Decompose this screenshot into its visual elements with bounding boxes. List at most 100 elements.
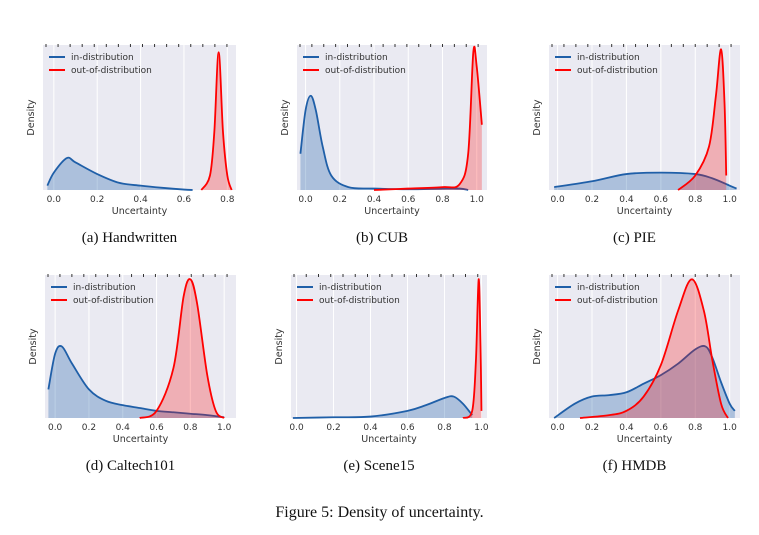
x-axis-label: Uncertainty [364,206,420,217]
subfigure-caption: (c) PIE [613,230,656,246]
x-tick-label: 0.4 [133,195,148,205]
x-tick-label: 0.0 [47,195,62,205]
legend-label: in-distribution [71,53,134,63]
subfigure-caption: (d) Caltech101 [86,458,176,474]
density-area-id [554,172,737,190]
subfigure-caption: (a) Handwritten [82,230,178,246]
legend-label: out-of-distribution [73,296,154,306]
density-area-ood [579,279,728,418]
legend-label: out-of-distribution [319,296,400,306]
subfigure-caption: (e) Scene15 [343,458,414,474]
x-tick-label: 0.8 [183,423,198,433]
legend-label: out-of-distribution [577,66,658,76]
legend-label: in-distribution [577,283,640,293]
x-tick-label: 0.6 [654,423,669,433]
x-tick-label: 0.4 [363,423,378,433]
x-tick-label: 1.0 [470,195,485,205]
chart-panel: 0.0 0.2 0.4 0.6 0.8 1.0 in-distribution out-of-… [28,274,236,474]
density-line-ood [677,48,728,191]
plot-background [45,275,236,418]
density-area-id [47,157,193,190]
y-axis-label: Density [532,99,543,135]
y-axis-label: Density [28,328,39,364]
legend-label: in-distribution [73,283,136,293]
legend-label: out-of-distribution [71,66,152,76]
x-tick-label: 0.2 [326,423,340,433]
y-axis-label: Density [26,99,37,135]
legend-label: in-distribution [577,53,640,63]
x-tick-label: 1.0 [474,423,489,433]
x-tick-label: 0.4 [367,195,382,205]
x-tick-label: 0.6 [400,423,415,433]
density-line-id [292,395,473,419]
density-line-id [554,171,737,190]
plot-background [549,45,740,190]
chart-panel: 0.0 0.2 0.4 0.6 0.8 in-distribution out-of-dis… [26,44,236,246]
chart-panel: 0.0 0.2 0.4 0.6 0.8 1.0 in-distribution out-of-… [274,274,489,474]
chart-panel: 0.0 0.2 0.4 0.6 0.8 1.0 in-distribution out-of-… [532,274,740,474]
x-tick-label: 0.4 [619,195,634,205]
x-tick-label: 1.0 [723,423,738,433]
x-tick-label: 0.8 [688,423,703,433]
x-tick-label: 0.8 [437,423,452,433]
legend-label: out-of-distribution [577,296,658,306]
density-line-ood [200,51,233,191]
y-axis-label: Density [280,99,291,135]
legend-label: in-distribution [319,283,382,293]
x-tick-label: 1.0 [217,423,232,433]
density-area-id [292,396,473,418]
chart-panel: 0.0 0.2 0.4 0.6 0.8 1.0 in-distribution out-of-… [532,44,740,246]
density-line-id [47,345,225,419]
x-axis-label: Uncertainty [113,434,169,445]
density-area-id [300,95,469,190]
density-area-id [554,345,735,418]
x-tick-label: 0.6 [177,195,192,205]
legend-label: in-distribution [325,53,388,63]
x-tick-label: 0.2 [82,423,96,433]
x-tick-label: 0.2 [585,195,599,205]
density-line-id [46,156,193,191]
density-line-ood [373,45,483,191]
x-tick-label: 0.0 [550,423,565,433]
x-tick-label: 0.0 [298,195,313,205]
x-axis-label: Uncertainty [112,206,168,217]
plot-background [297,45,487,190]
density-line-id [553,345,736,419]
x-axis-label: Uncertainty [361,434,417,445]
x-tick-label: 0.6 [149,423,164,433]
x-tick-label: 1.0 [723,195,738,205]
x-tick-label: 0.2 [585,423,599,433]
y-axis-label: Density [274,328,285,364]
density-area-id [48,345,225,418]
density-line-id [299,94,469,191]
density-area-ood [462,279,482,418]
y-axis-label: Density [532,328,543,364]
x-tick-label: 0.6 [654,195,669,205]
x-tick-label: 0.2 [333,195,347,205]
density-area-ood [678,49,727,190]
x-tick-label: 0.0 [289,423,304,433]
plot-background [43,45,236,190]
figure-caption: Figure 5: Density of uncertainty. [275,504,484,521]
subfigure-caption: (b) CUB [356,230,408,246]
density-line-ood [139,278,225,419]
x-tick-label: 0.0 [48,423,63,433]
x-axis-label: Uncertainty [617,434,673,445]
x-tick-label: 0.2 [90,195,104,205]
x-tick-label: 0.8 [220,195,235,205]
x-axis-label: Uncertainty [617,206,673,217]
plot-background [291,275,487,418]
x-tick-label: 0.6 [401,195,416,205]
density-line-ood [579,278,729,419]
legend-label: out-of-distribution [325,66,406,76]
density-line-ood [462,278,483,419]
x-tick-label: 0.8 [435,195,450,205]
density-area-ood [374,46,482,190]
chart-panel: 0.0 0.2 0.4 0.6 0.8 1.0 in-distribution out-of-… [280,44,487,246]
x-tick-label: 0.4 [619,423,634,433]
x-tick-label: 0.8 [688,195,703,205]
density-area-ood [139,279,225,418]
x-tick-label: 0.4 [116,423,131,433]
